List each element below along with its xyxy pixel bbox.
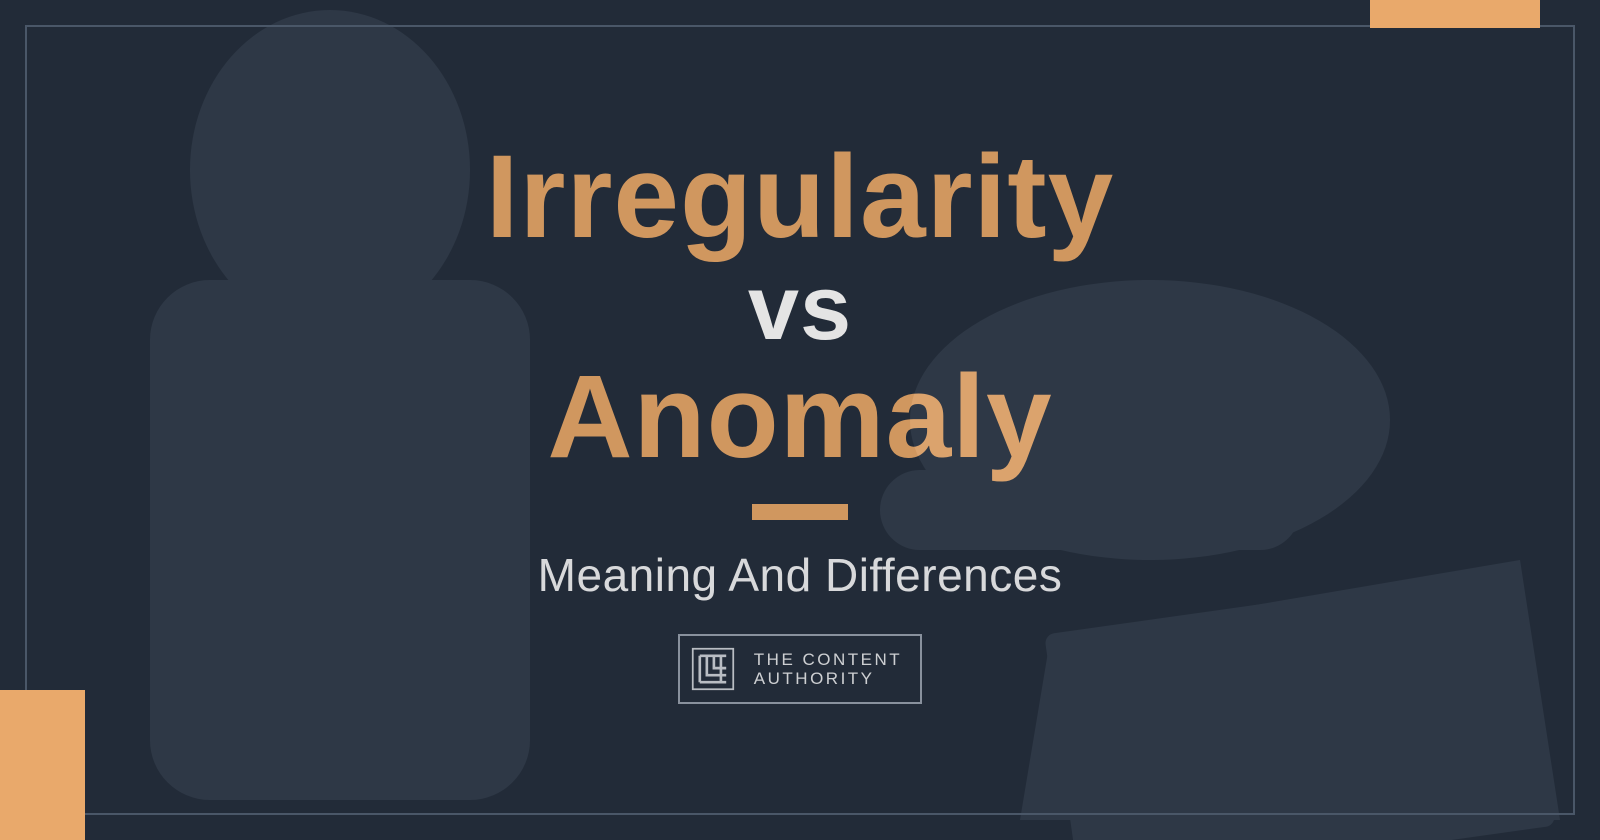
accent-bottom-left [0, 690, 85, 840]
background-silhouette [0, 0, 1600, 840]
infographic-canvas: Irregularity vs Anomaly Meaning And Diff… [0, 0, 1600, 840]
accent-top-right [1370, 0, 1540, 28]
